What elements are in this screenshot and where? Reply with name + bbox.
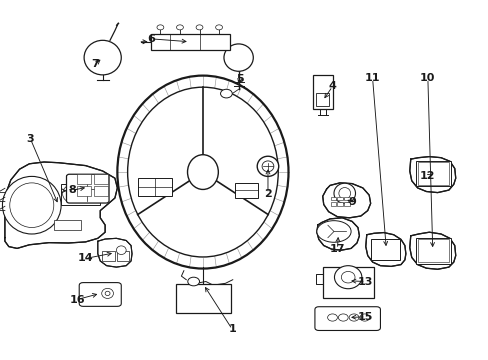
Ellipse shape (187, 277, 199, 286)
Bar (337, 197, 343, 200)
Polygon shape (409, 157, 455, 193)
Ellipse shape (215, 25, 222, 30)
Ellipse shape (2, 176, 61, 234)
Ellipse shape (176, 25, 183, 30)
Text: 16: 16 (69, 294, 85, 305)
Ellipse shape (102, 288, 113, 298)
Ellipse shape (196, 25, 203, 30)
Bar (370, 239, 399, 260)
Polygon shape (98, 238, 132, 267)
Bar (234, 183, 258, 198)
Bar (330, 202, 336, 206)
Text: 12: 12 (419, 171, 435, 181)
Text: 2: 2 (264, 189, 271, 199)
Bar (102, 251, 115, 261)
Bar (84, 185, 98, 196)
Bar (337, 202, 343, 206)
Bar (150, 34, 229, 50)
FancyBboxPatch shape (314, 307, 380, 330)
Text: 7: 7 (91, 59, 99, 69)
Bar (77, 174, 91, 184)
Text: 17: 17 (329, 244, 345, 254)
Ellipse shape (334, 266, 361, 289)
Bar (176, 284, 230, 313)
Bar (117, 251, 129, 261)
Text: 8: 8 (68, 185, 76, 195)
Bar (77, 186, 91, 196)
Bar (417, 239, 448, 262)
Ellipse shape (62, 185, 82, 203)
Bar (330, 197, 336, 200)
Ellipse shape (257, 156, 278, 176)
Bar (54, 220, 81, 230)
Text: 10: 10 (419, 73, 435, 84)
Ellipse shape (333, 183, 355, 203)
Bar (415, 238, 450, 264)
Ellipse shape (220, 89, 232, 98)
Ellipse shape (338, 314, 347, 321)
Bar (94, 186, 107, 196)
Bar (312, 75, 332, 109)
Polygon shape (316, 218, 359, 250)
Bar (344, 197, 349, 200)
Ellipse shape (359, 314, 369, 321)
Text: 13: 13 (357, 276, 373, 287)
Ellipse shape (327, 314, 337, 321)
Bar (415, 161, 450, 186)
Bar (322, 267, 373, 298)
Bar (316, 93, 328, 106)
Ellipse shape (262, 161, 273, 172)
Polygon shape (409, 232, 455, 269)
Ellipse shape (341, 271, 354, 283)
Text: 1: 1 (228, 324, 236, 334)
Ellipse shape (84, 40, 121, 75)
Polygon shape (365, 233, 405, 266)
Ellipse shape (338, 188, 350, 199)
Ellipse shape (157, 25, 163, 30)
Ellipse shape (10, 183, 54, 228)
Text: 3: 3 (26, 134, 34, 144)
FancyBboxPatch shape (66, 174, 109, 203)
Text: 11: 11 (364, 73, 380, 84)
Bar (344, 202, 349, 206)
Polygon shape (5, 162, 117, 248)
Text: 15: 15 (357, 312, 373, 322)
Ellipse shape (105, 291, 110, 296)
Polygon shape (322, 183, 370, 218)
Ellipse shape (224, 44, 253, 71)
Bar (138, 177, 172, 195)
Text: 9: 9 (347, 197, 355, 207)
Ellipse shape (187, 155, 218, 189)
Text: 14: 14 (78, 253, 93, 264)
Text: 4: 4 (328, 81, 336, 91)
FancyBboxPatch shape (79, 283, 121, 306)
Bar (61, 184, 100, 205)
Ellipse shape (348, 314, 358, 321)
Ellipse shape (116, 246, 126, 255)
Bar (417, 162, 448, 185)
Ellipse shape (316, 221, 350, 242)
Text: 5: 5 (235, 74, 243, 84)
Text: 6: 6 (147, 34, 155, 44)
Bar (94, 174, 107, 184)
